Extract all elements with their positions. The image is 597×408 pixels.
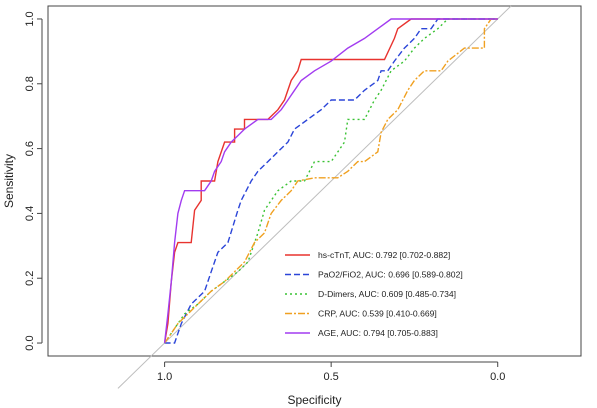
x-axis: 1.0 0.5 0.0: [157, 361, 505, 383]
plot-frame: [47, 5, 582, 357]
legend-label: CRP, AUC: 0.539 [0.410-0.669]: [318, 309, 437, 319]
series-layer: [163, 18, 498, 344]
legend: hs-cTnT, AUC: 0.792 [0.702-0.882] PaO2/Fi…: [285, 250, 463, 338]
y-tick-label: 0.6: [24, 141, 36, 156]
reference-diagonal-line: [117, 5, 512, 389]
x-axis-title: Specificity: [287, 393, 341, 407]
y-axis: 0.0 0.2 0.4 0.6 0.8 1.0: [24, 11, 43, 351]
y-tick-label: 0.4: [24, 206, 36, 221]
y-tick-label: 0.0: [24, 335, 36, 350]
y-axis-title: Sensitivity: [2, 154, 16, 208]
legend-label: D-Dimers, AUC: 0.609 [0.485-0.734]: [318, 289, 456, 299]
y-tick-label: 1.0: [24, 11, 36, 26]
legend-label: PaO2/FiO2, AUC: 0.696 [0.589-0.802]: [318, 270, 463, 280]
roc-curve-3: [164, 18, 498, 344]
x-tick-label: 0.5: [324, 371, 339, 383]
legend-label: hs-cTnT, AUC: 0.792 [0.702-0.882]: [318, 250, 450, 260]
x-tick-label: 1.0: [157, 371, 172, 383]
roc-curve-1: [164, 18, 498, 344]
roc-curve-4: [163, 18, 498, 344]
legend-label: AGE, AUC: 0.794 [0.705-0.883]: [318, 328, 438, 338]
y-tick-label: 0.2: [24, 271, 36, 286]
x-tick-label: 0.0: [490, 371, 505, 383]
y-tick-label: 0.8: [24, 76, 36, 91]
roc-curve-0: [163, 18, 498, 344]
reference-line-layer: [117, 5, 512, 389]
